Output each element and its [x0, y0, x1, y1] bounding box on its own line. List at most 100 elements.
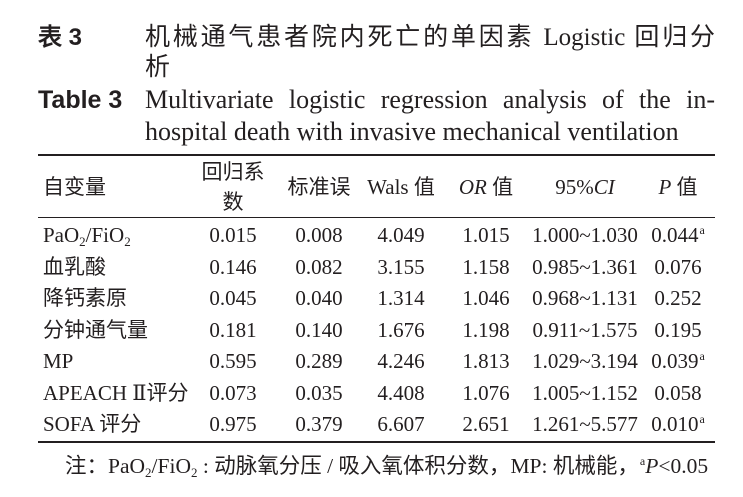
variable-label-subscript: 2 [79, 234, 86, 249]
cell-or: 1.015 [462, 223, 510, 247]
footnote-abbr-subscript: 2 [190, 465, 198, 480]
footnote-abbr-mp: MP [510, 454, 542, 478]
footnote-definition-2: : 机械能， [541, 454, 639, 478]
footnote-abbr-part: /FiO [151, 454, 191, 478]
header-ci-symbol: CI [593, 174, 615, 199]
cell-ci: 1.005~1.152 [532, 380, 638, 405]
cell-coefficient: 0.146 [209, 254, 257, 279]
footnote-prefix: 注： [65, 454, 109, 478]
header-p-text: P 值 [658, 172, 697, 202]
cell-variable: 降钙素原 [43, 286, 127, 310]
cell-ci: 1.029~3.194 [532, 349, 638, 373]
cell-coefficient: 0.181 [209, 317, 257, 342]
p-value-text: 0.044 [651, 223, 699, 247]
cell-ci: 0.985~1.361 [532, 254, 638, 279]
cell-or: 1.813 [462, 349, 510, 373]
variable-label-part: /FiO [85, 223, 125, 247]
cell-coefficient: 0.975 [209, 412, 257, 436]
cell-p-value: 0.195 [654, 317, 702, 342]
cell-p-value: 0.076 [654, 254, 702, 279]
cell-p-value: 0.010a [641, 409, 715, 441]
cell-coefficient: 0.595 [209, 349, 257, 373]
cell-variable: 分钟通气量 [43, 317, 148, 342]
header-p-symbol: P [658, 174, 672, 199]
table-row: 分钟通气量 0.181 0.140 1.676 1.198 0.911~1.57… [38, 315, 715, 347]
variable-label-subscript: 2 [124, 234, 131, 249]
cell-wals: 3.155 [377, 254, 425, 279]
caption-cn-title-line-1: 机械通气患者院内死亡的单因素 Logistic 回归分 [145, 24, 715, 51]
table-top-rule [38, 154, 715, 156]
footnote-abbr-subscript: 2 [145, 465, 152, 480]
cell-standard-error: 0.035 [295, 380, 343, 405]
header-ci: 95%CI [529, 156, 641, 217]
table-header-row: 自变量 回归系 数 标准误 Wals 值 OR 值 95%CI P 值 [38, 156, 715, 217]
cell-or: 1.198 [462, 317, 510, 342]
p-value-text: 0.039 [651, 349, 699, 373]
table-row: PaO2/FiO2 0.015 0.008 4.049 1.015 1.000~… [38, 220, 715, 252]
footnote-p-symbol: P [645, 454, 659, 478]
cell-standard-error: 0.289 [295, 349, 343, 373]
p-value-text: 0.010 [651, 412, 699, 436]
cell-wals: 1.676 [377, 317, 425, 342]
header-p-suffix: 值 [671, 174, 698, 199]
cell-p-value: 0.039a [641, 346, 715, 378]
header-or-suffix: 值 [486, 174, 514, 199]
cell-or: 1.076 [462, 380, 510, 405]
cell-standard-error: 0.140 [295, 317, 343, 342]
cell-or: 1.046 [462, 286, 510, 310]
cell-coefficient: 0.045 [209, 286, 257, 310]
header-coefficient-line-1: 回归系 [201, 159, 265, 184]
header-wals: Wals 值 [367, 174, 435, 199]
table-footnote: 注：PaO2/FiO2 : 动脉氧分压 / 吸入氧体积分数，MP: 机械能，aP… [65, 451, 708, 481]
cell-p-value: 0.044a [641, 220, 715, 252]
cell-coefficient: 0.073 [209, 380, 257, 405]
p-significance-mark: a [699, 349, 705, 363]
caption-en-title: Multivariate logistic regression analysi… [145, 84, 715, 148]
results-table: 自变量 回归系 数 标准误 Wals 值 OR 值 95%CI P 值 PaO2… [38, 154, 715, 443]
cell-standard-error: 0.082 [295, 254, 343, 279]
cell-wals: 4.246 [377, 349, 425, 373]
cell-ci: 0.968~1.131 [532, 286, 638, 310]
table-row: SOFA 评分 0.975 0.379 6.607 2.651 1.261~5.… [38, 409, 715, 441]
table-row: 降钙素原 0.045 0.040 1.314 1.046 0.968~1.131… [38, 283, 715, 315]
caption-en-title-line-2: hospital death with invasive mechanical … [145, 117, 679, 146]
variable-label-part: PaO [43, 223, 80, 247]
footnote-p-threshold: <0.05 [658, 454, 709, 478]
table-row: MP 0.595 0.289 4.246 1.813 1.029~3.194 0… [38, 346, 715, 378]
table-row: 血乳酸 0.146 0.082 3.155 1.158 0.985~1.361 … [38, 252, 715, 284]
header-ci-prefix: 95% [555, 174, 594, 199]
cell-or: 2.651 [462, 412, 510, 436]
header-coefficient-line-2: 数 [222, 189, 244, 214]
header-p: P 值 [641, 156, 715, 217]
table-row: APEACH Ⅱ评分 0.073 0.035 4.408 1.076 1.005… [38, 378, 715, 410]
cell-ci: 0.911~1.575 [532, 317, 638, 342]
table-bottom-rule [38, 440, 715, 443]
cell-coefficient: 0.015 [209, 223, 257, 247]
caption-cn-title: 机械通气患者院内死亡的单因素 Logistic 回归分 析 [145, 23, 715, 83]
cell-standard-error: 0.379 [295, 412, 343, 436]
header-standard-error: 标准误 [287, 174, 351, 199]
cell-p-value: 0.058 [654, 380, 702, 405]
cell-ci: 1.261~5.577 [532, 412, 638, 436]
cell-p-value: 0.252 [654, 286, 702, 310]
cell-variable: 血乳酸 [43, 254, 106, 279]
cell-wals: 4.049 [377, 223, 425, 247]
cell-wals: 1.314 [377, 286, 425, 310]
header-or-text: OR 值 [459, 172, 513, 202]
cell-variable: PaO2/FiO2 [38, 220, 187, 252]
table-header-rule [38, 217, 715, 218]
header-variable: 自变量 [43, 174, 106, 199]
p-significance-mark: a [699, 412, 705, 426]
header-coefficient: 回归系 数 [187, 156, 279, 217]
footnote-abbr-part: PaO [108, 454, 146, 478]
cell-ci: 1.000~1.030 [532, 223, 638, 247]
cell-variable: APEACH Ⅱ评分 [43, 380, 189, 405]
table-body: PaO2/FiO2 0.015 0.008 4.049 1.015 1.000~… [38, 218, 715, 441]
cell-standard-error: 0.040 [295, 286, 343, 310]
p-significance-mark: a [699, 223, 705, 237]
caption-cn-label: 表 3 [38, 24, 83, 51]
header-ci-text: 95%CI [555, 172, 615, 202]
cell-variable: MP [43, 349, 74, 373]
cell-or: 1.158 [462, 254, 510, 279]
header-or: OR 值 [443, 156, 529, 217]
